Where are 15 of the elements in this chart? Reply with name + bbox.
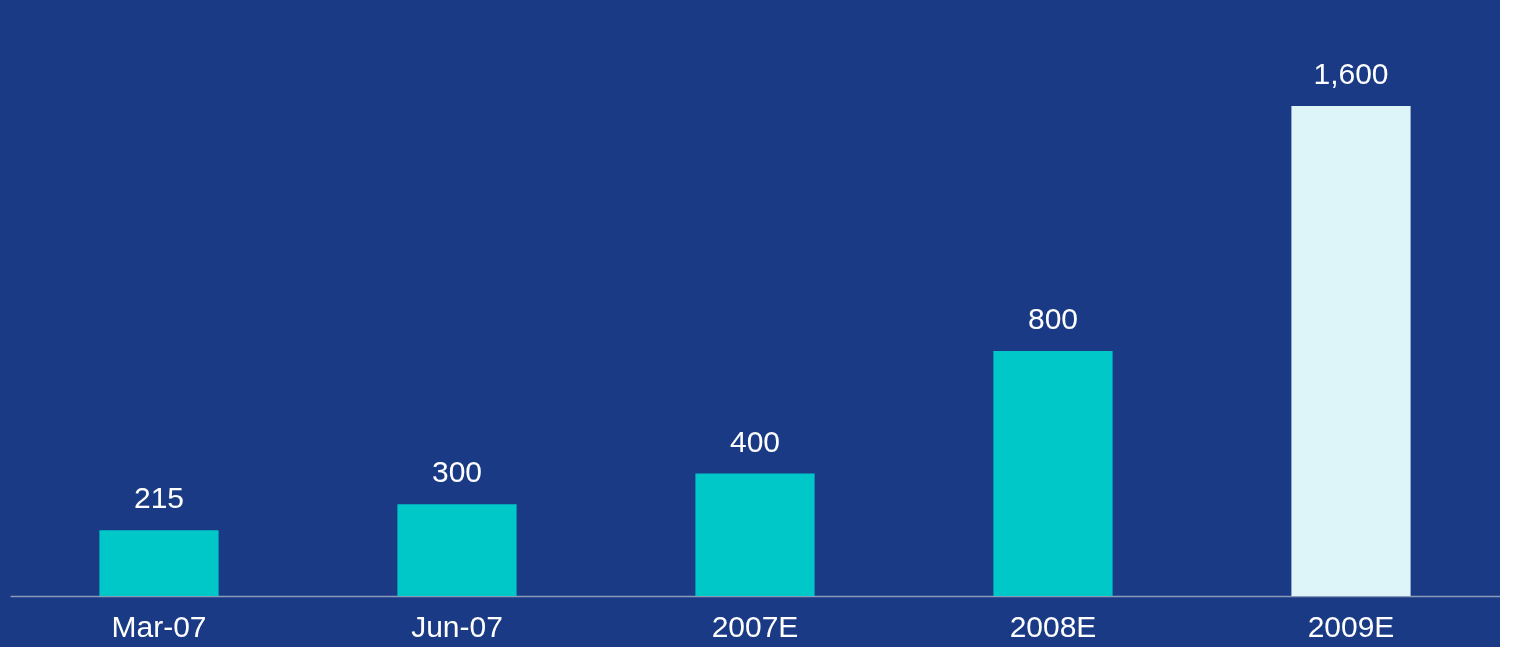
data-label: 300 bbox=[431, 455, 483, 489]
data-label: 1,600 bbox=[1313, 57, 1389, 90]
x-tick-label: 2009E bbox=[1307, 609, 1395, 643]
bar bbox=[993, 351, 1113, 596]
x-tick-label: Mar-07 bbox=[111, 609, 207, 643]
x-tick-label: Jun-07 bbox=[411, 609, 503, 643]
x-tick-label: 2007E bbox=[711, 609, 799, 643]
x-tick-label: 2008E bbox=[1009, 609, 1097, 643]
bar bbox=[397, 504, 517, 596]
data-label: 215 bbox=[133, 481, 185, 515]
bar bbox=[1291, 106, 1411, 596]
bar bbox=[99, 530, 219, 596]
data-label: 400 bbox=[729, 424, 781, 458]
data-label: 800 bbox=[1027, 302, 1079, 335]
bar bbox=[695, 473, 815, 596]
